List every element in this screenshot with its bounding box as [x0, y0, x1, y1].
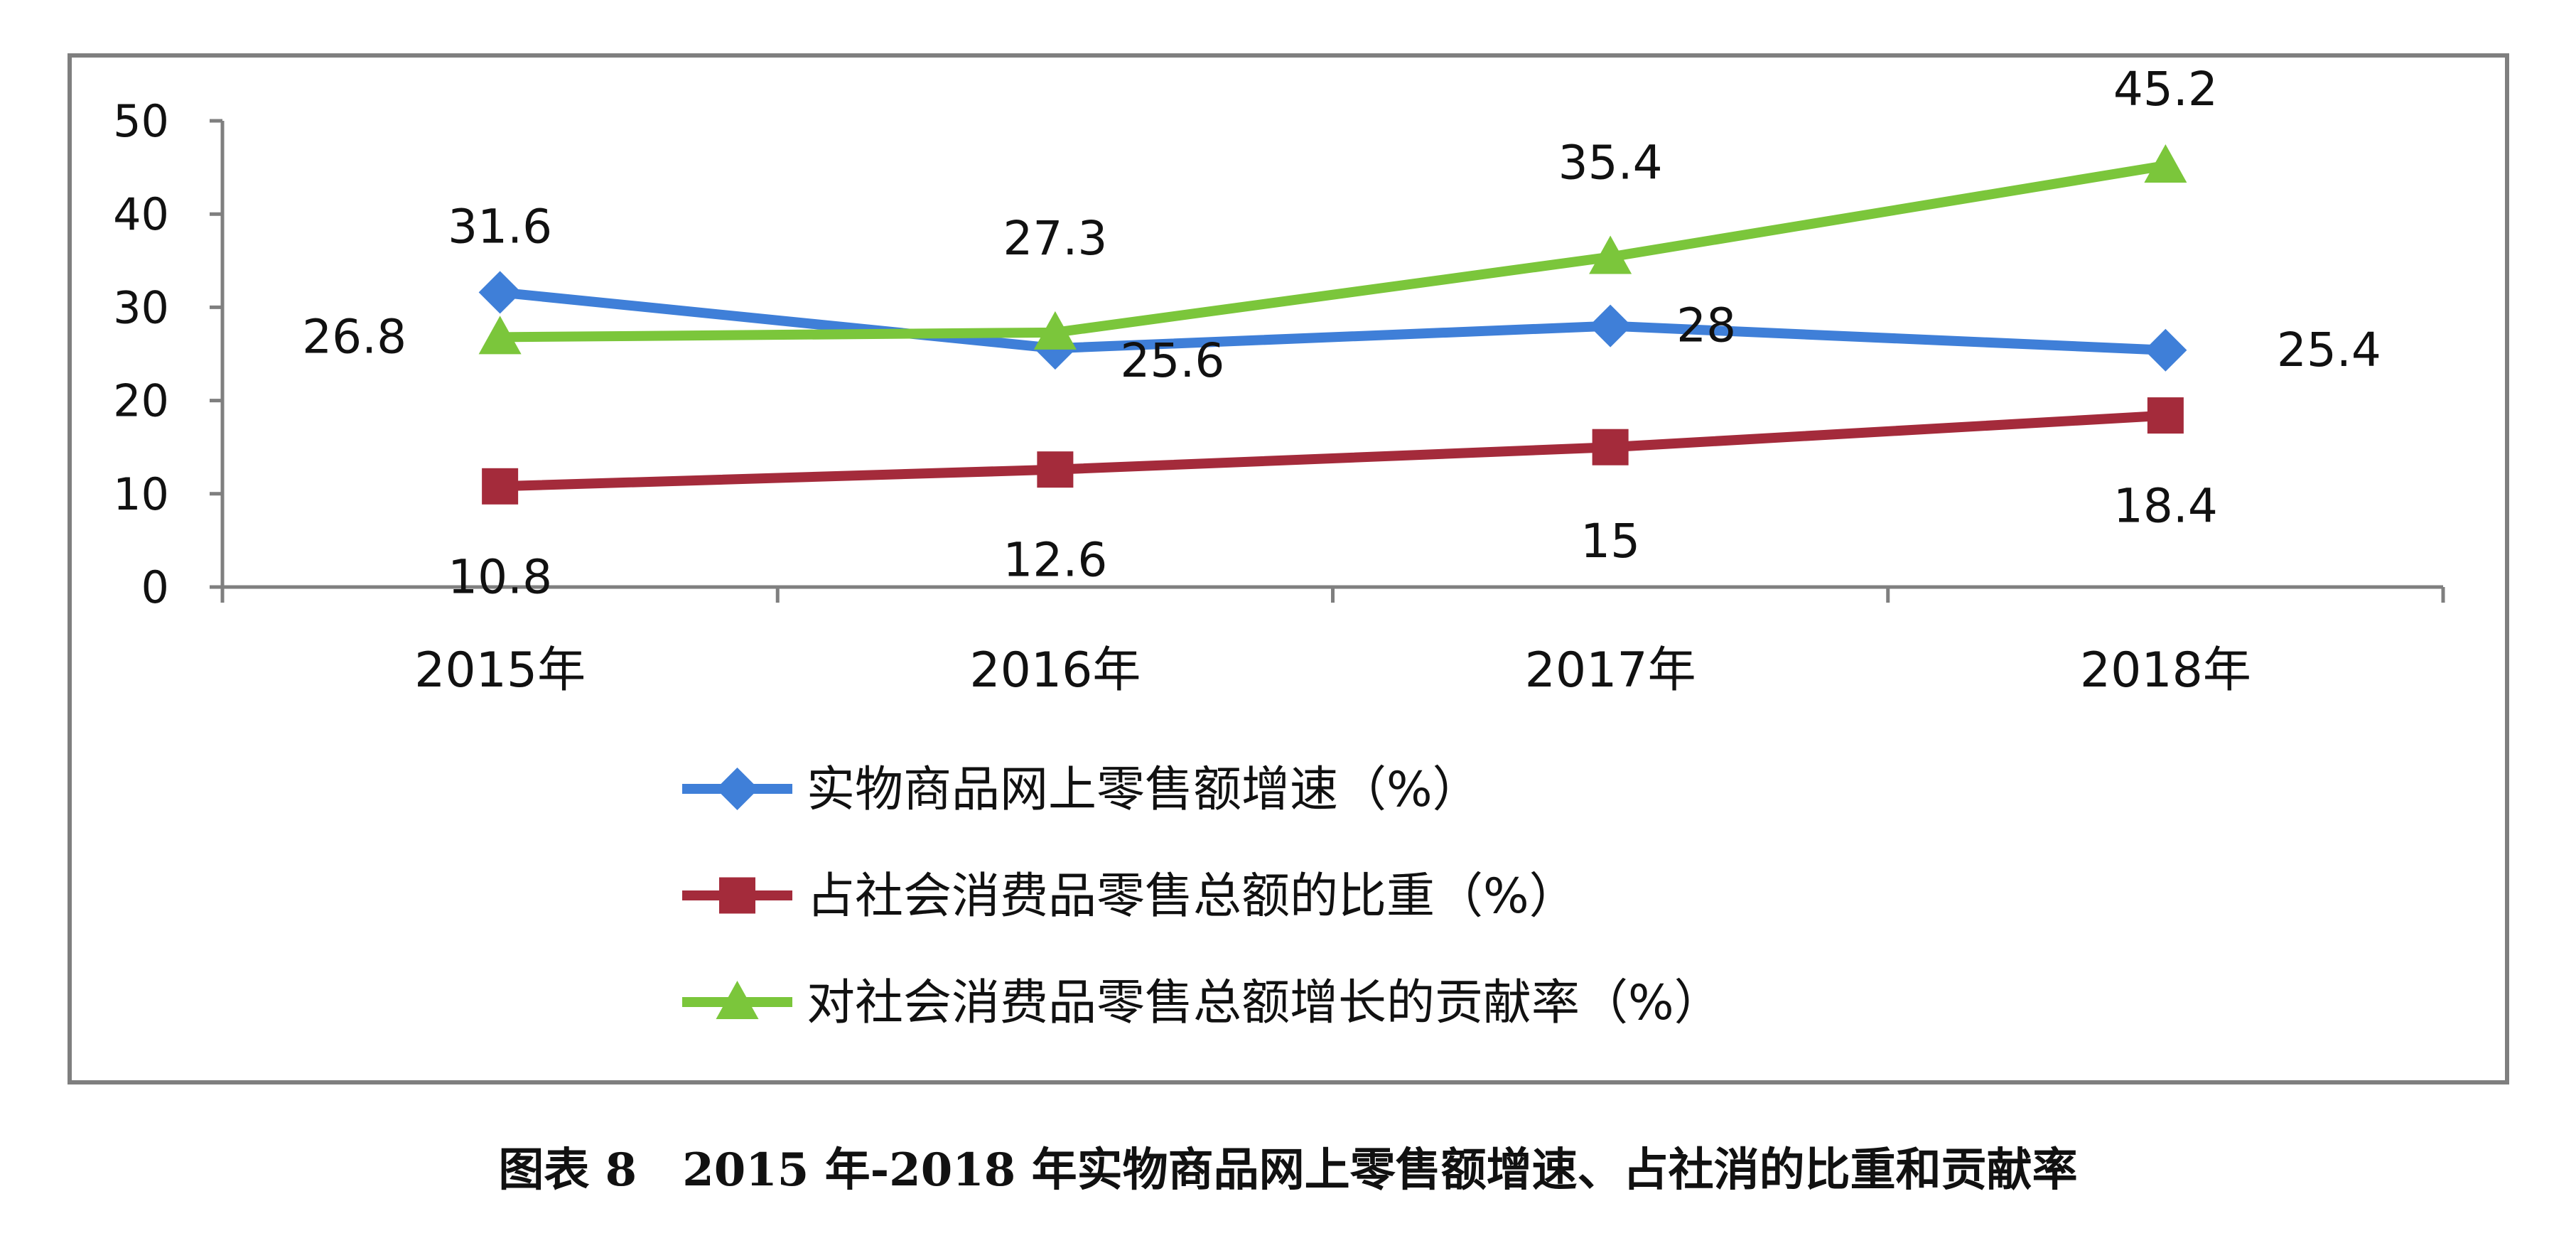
legend-label: 实物商品网上零售额增速（%）: [807, 762, 1481, 818]
legend-swatch-marker: [719, 877, 755, 914]
data-point: [478, 316, 522, 355]
legend-item: 对社会消费品零售总额增长的贡献率（%）: [682, 975, 1723, 1031]
data-point: [1589, 235, 1632, 274]
data-label: 31.6: [448, 199, 552, 254]
data-point: [2144, 328, 2187, 372]
legend-swatch-marker: [716, 981, 759, 1019]
y-tick-label: 40: [113, 188, 169, 240]
data-label: 27.3: [1003, 211, 1107, 266]
y-tick-label: 30: [113, 281, 169, 333]
legend-item: 实物商品网上零售额增速（%）: [682, 762, 1481, 818]
legend-label: 占社会消费品零售总额的比重（%）: [807, 868, 1578, 925]
legend-swatch-marker: [716, 768, 759, 810]
y-tick-label: 50: [113, 95, 169, 147]
series-line: [500, 161, 2167, 343]
data-label: 25.4: [2277, 323, 2381, 377]
x-tick-label: 2018年: [2080, 642, 2251, 699]
data-label: 45.2: [2113, 62, 2218, 117]
data-point: [482, 468, 519, 505]
data-label: 15: [1580, 514, 1640, 569]
figure-caption: 图表 8 2015 年-2018 年实物商品网上零售额增速、占社消的比重和贡献率: [498, 1143, 2078, 1197]
y-tick-label: 20: [113, 375, 169, 427]
x-tick-label: 2017年: [1525, 642, 1696, 699]
legend-item: 占社会消费品零售总额的比重（%）: [682, 868, 1578, 925]
y-tick-label: 0: [141, 561, 169, 613]
y-tick-label: 10: [113, 468, 169, 520]
data-label: 25.6: [1120, 333, 1224, 388]
series-line: [499, 287, 2166, 355]
data-point: [1033, 311, 1077, 350]
x-tick-label: 2015年: [414, 642, 586, 699]
data-point: [2144, 144, 2187, 183]
data-point: [2147, 397, 2184, 434]
data-point: [1037, 451, 1074, 488]
data-label: 28: [1676, 298, 1736, 353]
data-label: 35.4: [1558, 136, 1663, 190]
data-label: 12.6: [1003, 533, 1107, 588]
data-label: 18.4: [2113, 479, 2218, 534]
legend-label: 对社会消费品零售总额增长的贡献率（%）: [807, 975, 1723, 1031]
data-point: [478, 271, 522, 314]
data-label: 10.8: [448, 549, 552, 604]
series-line: [500, 410, 2166, 492]
chart-border: [68, 53, 2509, 1084]
x-tick-label: 2016年: [969, 642, 1141, 699]
data-point: [1592, 429, 1629, 465]
data-point: [1589, 304, 1632, 348]
data-label: 26.8: [302, 309, 406, 364]
